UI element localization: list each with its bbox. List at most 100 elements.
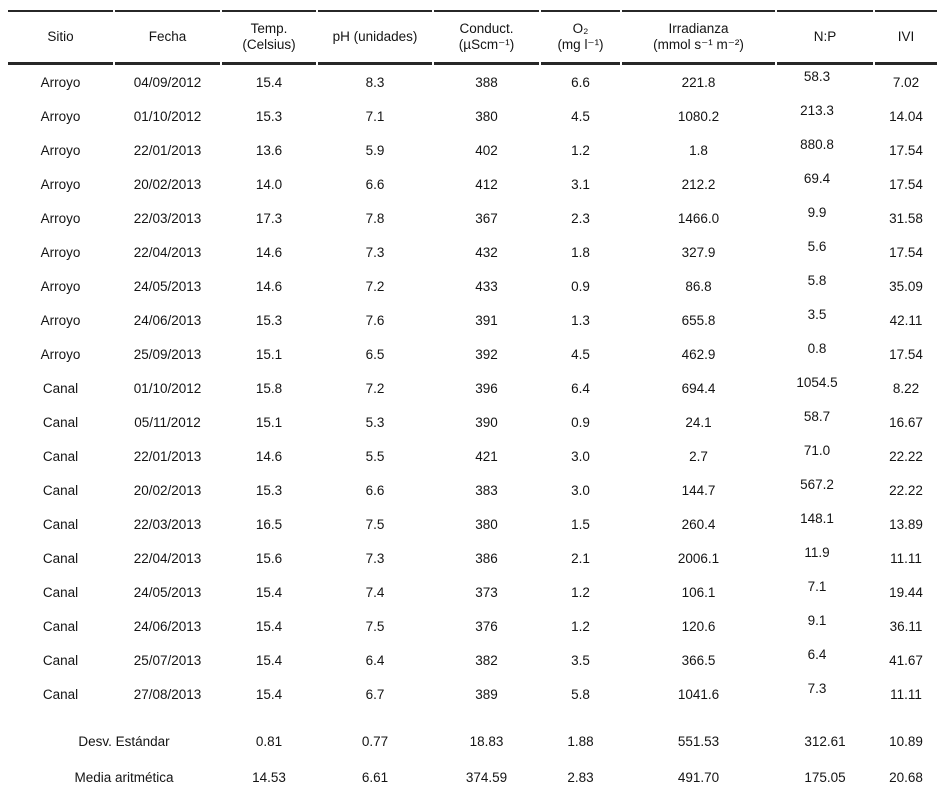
cell-conduct: 421 bbox=[475, 448, 498, 464]
cell-np: 11.9 bbox=[804, 545, 830, 560]
cell-ph: 8.3 bbox=[365, 74, 385, 90]
cell-sitio: Canal bbox=[42, 686, 79, 702]
cell-temp: 15.3 bbox=[255, 482, 283, 498]
cell-o2: 1.3 bbox=[571, 312, 590, 328]
cell-np: 9.1 bbox=[807, 613, 827, 628]
table-row: Canal 25/07/2013 15.4 6.4 382 3.5 366.5 … bbox=[8, 643, 937, 677]
cell-conduct: 412 bbox=[475, 176, 498, 192]
table-row: Arroyo 22/03/2013 17.3 7.8 367 2.3 1466.… bbox=[8, 201, 937, 235]
column-label: Conduct. bbox=[459, 21, 514, 36]
column-header-ph: pH (unidades) bbox=[318, 10, 432, 65]
cell-sitio: Canal bbox=[42, 550, 79, 566]
cell-temp: 14.6 bbox=[255, 278, 283, 294]
cell-o2: 2.1 bbox=[571, 550, 590, 566]
cell-sitio: Arroyo bbox=[40, 278, 81, 294]
cell-temp: 15.1 bbox=[255, 414, 283, 430]
table-row: Arroyo 22/01/2013 13.6 5.9 402 1.2 1.8 8… bbox=[8, 133, 937, 167]
cell-conduct: 380 bbox=[475, 108, 498, 124]
cell-ph: 7.3 bbox=[365, 550, 385, 566]
cell-ivi: 17.54 bbox=[889, 244, 923, 260]
cell-sitio: Canal bbox=[42, 482, 79, 498]
cell-ivi: 22.22 bbox=[889, 482, 923, 498]
summary-cell-ivi: 10.89 bbox=[889, 733, 923, 749]
cell-irradianza: 120.6 bbox=[681, 618, 716, 634]
cell-np: 5.6 bbox=[807, 239, 827, 254]
cell-o2: 1.5 bbox=[571, 516, 590, 532]
column-label: Sitio bbox=[47, 29, 74, 44]
cell-conduct: 391 bbox=[475, 312, 498, 328]
cell-ivi: 11.11 bbox=[890, 550, 922, 566]
cell-temp: 15.4 bbox=[255, 584, 283, 600]
cell-sitio: Canal bbox=[42, 618, 79, 634]
column-header-irradianza: Irradianza (mmol s⁻¹ m⁻²) bbox=[622, 10, 775, 65]
column-sublabel: (µScm⁻¹) bbox=[458, 37, 515, 52]
cell-ivi: 42.11 bbox=[889, 312, 923, 328]
cell-np: 6.4 bbox=[807, 647, 827, 662]
table-row: Arroyo 04/09/2012 15.4 8.3 388 6.6 221.8… bbox=[8, 65, 937, 99]
cell-conduct: 402 bbox=[475, 142, 498, 158]
cell-ivi: 14.04 bbox=[889, 108, 923, 124]
cell-ph: 7.5 bbox=[365, 516, 385, 532]
cell-fecha: 27/08/2013 bbox=[133, 686, 202, 702]
cell-sitio: Canal bbox=[42, 448, 79, 464]
cell-sitio: Arroyo bbox=[40, 142, 81, 158]
cell-fecha: 24/05/2013 bbox=[133, 584, 202, 600]
cell-o2: 0.9 bbox=[571, 278, 590, 294]
cell-o2: 3.0 bbox=[571, 448, 590, 464]
cell-sitio: Canal bbox=[42, 380, 79, 396]
cell-sitio: Arroyo bbox=[40, 108, 81, 124]
cell-fecha: 22/01/2013 bbox=[133, 448, 202, 464]
cell-conduct: 367 bbox=[475, 210, 498, 226]
summary-cell-ph: 0.77 bbox=[361, 733, 389, 749]
table-row: Arroyo 25/09/2013 15.1 6.5 392 4.5 462.9… bbox=[8, 337, 937, 371]
summary-cell-o2: 2.83 bbox=[567, 769, 594, 785]
cell-ivi: 22.22 bbox=[889, 448, 923, 464]
cell-temp: 14.6 bbox=[255, 448, 283, 464]
cell-temp: 15.4 bbox=[255, 74, 283, 90]
table-row: Canal 24/06/2013 15.4 7.5 376 1.2 120.6 … bbox=[8, 609, 937, 643]
cell-irradianza: 1080.2 bbox=[677, 108, 720, 124]
column-header-np: N:P bbox=[777, 10, 873, 65]
cell-fecha: 01/10/2012 bbox=[133, 108, 202, 124]
cell-sitio: Arroyo bbox=[40, 74, 81, 90]
cell-ph: 7.5 bbox=[365, 618, 385, 634]
cell-temp: 14.0 bbox=[255, 176, 283, 192]
cell-temp: 15.3 bbox=[255, 312, 283, 328]
summary-cell-np: 175.05 bbox=[804, 769, 846, 785]
cell-ph: 6.7 bbox=[365, 686, 385, 702]
cell-temp: 14.6 bbox=[255, 244, 283, 260]
spacer-row bbox=[8, 711, 937, 723]
cell-np: 58.3 bbox=[803, 69, 831, 84]
cell-conduct: 433 bbox=[475, 278, 498, 294]
cell-conduct: 386 bbox=[475, 550, 498, 566]
cell-fecha: 25/09/2013 bbox=[133, 346, 202, 362]
cell-fecha: 04/09/2012 bbox=[133, 74, 202, 90]
cell-sitio: Arroyo bbox=[40, 312, 81, 328]
column-header-sitio: Sitio bbox=[8, 10, 113, 65]
cell-np: 9.9 bbox=[807, 205, 827, 220]
cell-ivi: 7.02 bbox=[892, 74, 920, 90]
cell-irradianza: 462.9 bbox=[681, 346, 716, 362]
cell-o2: 1.2 bbox=[571, 584, 590, 600]
cell-fecha: 01/10/2012 bbox=[133, 380, 202, 396]
cell-sitio: Arroyo bbox=[40, 210, 81, 226]
cell-o2: 1.8 bbox=[571, 244, 590, 260]
cell-o2: 0.9 bbox=[571, 414, 590, 430]
cell-ivi: 36.11 bbox=[889, 618, 923, 634]
cell-conduct: 373 bbox=[475, 584, 498, 600]
cell-temp: 15.1 bbox=[255, 346, 283, 362]
cell-irradianza: 1041.6 bbox=[677, 686, 720, 702]
cell-sitio: Canal bbox=[42, 652, 79, 668]
column-header-temp: Temp. (Celsius) bbox=[222, 10, 316, 65]
cell-temp: 17.3 bbox=[255, 210, 283, 226]
table-header-row: Sitio Fecha Temp. (Celsius) pH (unidades… bbox=[8, 10, 937, 65]
cell-irradianza: 24.1 bbox=[685, 414, 712, 430]
cell-conduct: 388 bbox=[475, 74, 498, 90]
cell-conduct: 392 bbox=[475, 346, 498, 362]
cell-fecha: 22/04/2013 bbox=[133, 244, 202, 260]
cell-np: 5.8 bbox=[807, 273, 827, 288]
cell-ivi: 16.67 bbox=[889, 414, 923, 430]
cell-np: 69.4 bbox=[803, 171, 831, 186]
cell-ivi: 11.11 bbox=[890, 686, 922, 702]
